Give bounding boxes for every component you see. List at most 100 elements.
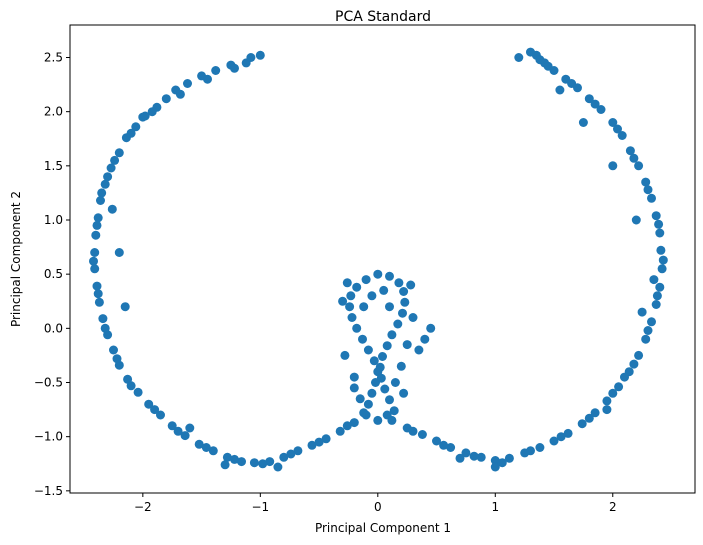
scatter-point [385, 395, 394, 405]
scatter-point [373, 269, 383, 279]
scatter-point [584, 413, 594, 423]
x-tick-label: −1 [251, 500, 269, 514]
plot-frame [69, 24, 696, 494]
scatter-point [126, 381, 136, 391]
scatter-point [376, 373, 386, 383]
scatter-point [342, 421, 352, 431]
scatter-point [109, 345, 118, 355]
scatter-points [89, 47, 668, 472]
scatter-point [361, 275, 371, 285]
scatter-point [602, 396, 612, 406]
scatter-point [596, 105, 606, 114]
scatter-point [369, 356, 379, 366]
scatter-point [414, 345, 424, 355]
y-axis-label: Principal Component 2 [9, 191, 23, 327]
scatter-point [94, 297, 104, 307]
scatter-point [358, 334, 367, 344]
scatter-point [400, 297, 410, 307]
scatter-point [93, 289, 103, 299]
scatter-point [647, 317, 656, 327]
x-tick-label: 2 [609, 500, 617, 514]
scatter-point [293, 446, 303, 456]
scatter-point [93, 213, 103, 223]
scatter-point [577, 419, 587, 429]
scatter-point [201, 443, 211, 452]
scatter-point [526, 47, 535, 57]
scatter-point [613, 124, 622, 134]
y-tick-label: 1.0 [44, 213, 63, 227]
scatter-point [432, 436, 441, 446]
scatter-point [349, 372, 359, 382]
scatter-point [349, 383, 359, 393]
scatter-point [97, 188, 107, 198]
scatter-point [490, 456, 500, 465]
scatter-point [375, 362, 385, 372]
scatter-point [98, 314, 108, 324]
scatter-point [114, 248, 124, 257]
scatter-point [389, 406, 399, 416]
scatter-point [643, 185, 653, 195]
scatter-point [173, 426, 183, 436]
scatter-point [439, 440, 449, 450]
chart-title: PCA Standard [335, 9, 431, 25]
scatter-point [92, 220, 102, 230]
x-axis-label: Principal Component 1 [315, 521, 451, 535]
scatter-point [349, 418, 359, 428]
scatter-point [208, 446, 218, 456]
scatter-point [655, 228, 665, 238]
scatter-point [455, 453, 465, 463]
y-tick-label: −0.5 [34, 376, 63, 390]
scatter-point [657, 264, 667, 274]
scatter-point [249, 458, 259, 468]
scatter-point [367, 291, 377, 301]
scatter-point [355, 394, 365, 404]
scatter-point [390, 378, 400, 387]
scatter-point [379, 285, 389, 295]
scatter-point [399, 287, 409, 296]
scatter-point [641, 177, 651, 187]
scatter-point [110, 155, 120, 165]
scatter-point [602, 405, 612, 415]
scatter-point [307, 440, 317, 450]
scatter-point [194, 439, 204, 449]
scatter-point [380, 384, 390, 394]
scatter-point [378, 352, 387, 361]
scatter-point [461, 448, 471, 458]
scatter-point [230, 63, 239, 73]
scatter-point [514, 53, 524, 62]
scatter-point [265, 457, 275, 467]
scatter-point [385, 271, 394, 281]
y-axis: −1.5 −1.0 −0.5 0.0 0.5 1.0 1.5 2.0 2.5 [34, 51, 70, 498]
scatter-point [469, 451, 479, 461]
scatter-point [96, 196, 105, 205]
scatter-point [634, 161, 644, 171]
scatter-point [363, 399, 373, 409]
x-axis: −2 −1 0 1 2 [134, 493, 617, 514]
scatter-point [549, 436, 559, 446]
scatter-point [211, 66, 221, 75]
scatter-point [185, 423, 195, 433]
scatter-point [629, 359, 639, 369]
scatter-point [417, 430, 427, 439]
scatter-point [658, 255, 668, 265]
scatter-point [641, 334, 651, 344]
scatter-point [120, 302, 130, 312]
scatter-point [656, 245, 666, 255]
y-tick-label: 2.5 [44, 51, 63, 65]
scatter-point [203, 74, 212, 84]
y-tick-label: 1.5 [44, 159, 63, 173]
scatter-point [426, 323, 436, 333]
scatter-point [237, 457, 246, 467]
scatter-point [335, 426, 345, 436]
scatter-point [394, 278, 404, 288]
scatter-point [637, 307, 647, 317]
scatter-point [654, 219, 664, 229]
scatter-point [279, 452, 289, 462]
scatter-point [649, 275, 659, 285]
scatter-point [147, 107, 157, 117]
scatter-point [420, 334, 430, 344]
y-tick-label: 0.5 [44, 267, 63, 281]
scatter-point [535, 55, 545, 65]
scatter-point [138, 112, 148, 122]
scatter-point [90, 264, 100, 274]
